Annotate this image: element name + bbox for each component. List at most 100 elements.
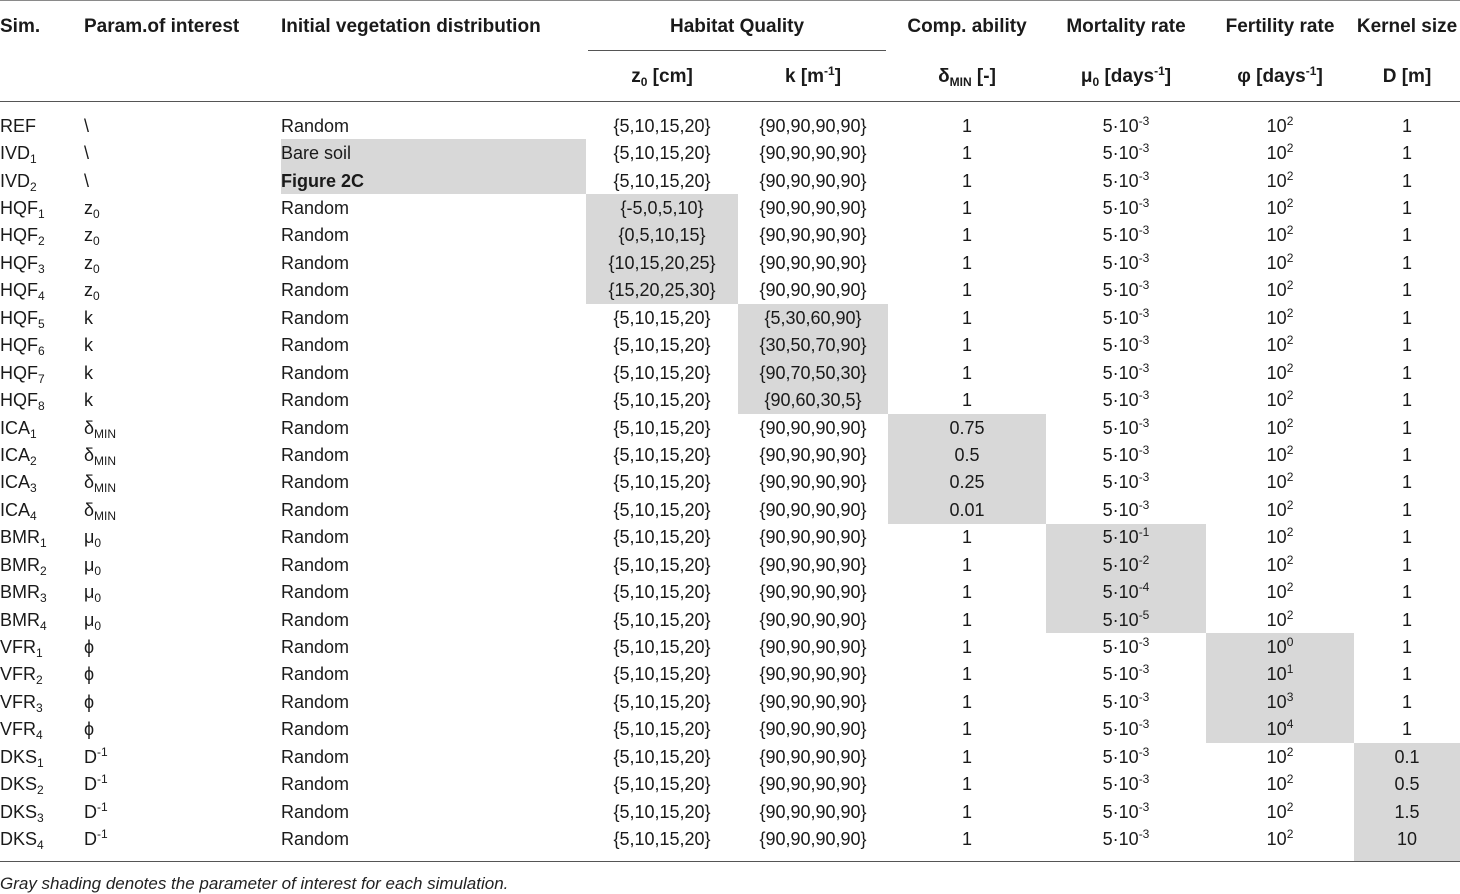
cell-k: {90,90,90,90} [759,719,867,740]
header-param-unit [84,53,281,102]
cell-mu: 5·10-3 [1102,388,1150,411]
cell-sim: BMR2 [0,554,47,578]
cell-z0: {5,10,15,20} [613,362,711,383]
cell-param: z0 [84,198,100,222]
cell-mu: 5·10-3 [1102,168,1150,191]
cell-phi: 102 [1266,250,1294,273]
cell-ivd: Random [281,390,350,411]
table-row: IVD1 \ Bare soil {5,10,15,20} {90,90,90,90} 1… [0,139,1460,167]
cell-D: 1 [1402,362,1413,383]
cell-D: 1 [1402,637,1413,658]
cell-mu: 5·10-3 [1102,799,1150,822]
cell-ivd: Random [281,829,350,850]
cell-ivd: Random [281,115,350,136]
cell-k: {90,90,90,90} [759,280,867,301]
table-row: HQF8 k Random {5,10,15,20} {90,60,30,5} 1 5·10… [0,386,1460,414]
cell-sim: VFR2 [0,664,43,688]
cell-D: 1.5 [1354,797,1460,826]
table-footnote: Gray shading denotes the parameter of in… [0,874,509,893]
cell-k: {90,90,90,90} [759,554,867,575]
cell-k: {90,90,90,90} [759,664,867,685]
cell-ivd: Random [281,198,350,219]
cell-D: 0.1 [1354,743,1460,771]
cell-phi: 102 [1266,333,1294,356]
cell-z0: {5,10,15,20} [613,499,711,520]
cell-param: \ [84,115,90,136]
header-initial-vegetation-distribution: Initial vegetation distribution [281,16,541,37]
cell-phi: 100 [1206,633,1355,661]
cell-param: k [84,362,93,383]
cell-delta: 1 [962,252,973,273]
cell-D: 1 [1402,198,1413,219]
table-row: HQF1 z0 Random {-5,0,5,10} {90,90,90,90} 1 5·1… [0,194,1460,222]
cell-param: μ0 [84,609,102,633]
cell-phi: 102 [1266,799,1294,822]
cell-D: 1 [1402,390,1413,411]
cell-param: ϕ [84,664,95,685]
cell-k: {90,90,90,90} [759,527,867,548]
cell-D: 1 [1402,143,1413,164]
cell-mu: 5·10-5 [1046,605,1207,634]
cell-D: 1 [1402,554,1413,575]
cell-z0: {5,10,15,20} [613,774,711,795]
cell-ivd: Random [281,691,350,712]
cell-D: 1 [1402,115,1413,136]
cell-D: 1 [1402,691,1413,712]
table-row: VFR3 ϕ Random {5,10,15,20} {90,90,90,90} 1 5·1… [0,688,1460,716]
cell-sim: ICA1 [0,417,37,441]
cell-delta: 1 [962,691,973,712]
cell-delta: 1 [962,554,973,575]
cell-k: {90,90,90,90} [759,170,867,191]
cell-param: δMIN [84,444,117,468]
cell-sim: VFR3 [0,691,43,715]
cell-mu: 5·10-3 [1102,113,1150,136]
cell-delta: 1 [962,746,973,767]
cell-mu: 5·10-3 [1102,662,1150,685]
table-row: BMR2 μ0 Random {5,10,15,20} {90,90,90,90} 1 5·… [0,551,1460,579]
cell-z0: {5,10,15,20} [613,143,711,164]
cell-z0: {5,10,15,20} [613,637,711,658]
cell-ivd: Random [281,527,350,548]
cell-sim: ICA4 [0,499,37,523]
cell-param: μ0 [84,582,102,606]
cell-param: δMIN [84,417,117,441]
table-row: HQF5 k Random {5,10,15,20} {5,30,60,90} 1 5·10… [0,304,1460,332]
cell-phi: 102 [1266,388,1294,411]
cell-D: 1 [1402,527,1413,548]
cell-phi: 102 [1266,827,1294,850]
cell-param: δMIN [84,499,117,523]
cell-mu: 5·10-3 [1102,827,1150,850]
cell-ivd: Random [281,637,350,658]
cell-z0: {5,10,15,20} [613,829,711,850]
cell-mu: 5·10-3 [1102,635,1150,658]
cell-sim: ICA3 [0,472,37,496]
cell-delta: 1 [962,143,973,164]
cell-k: {90,90,90,90} [759,252,867,273]
cell-k: {90,90,90,90} [759,774,867,795]
cell-param: μ0 [84,527,102,551]
table-row: VFR2 ϕ Random {5,10,15,20} {90,90,90,90} 1 5·1… [0,660,1460,689]
cell-k: {90,90,90,90} [759,746,867,767]
cell-phi: 102 [1266,223,1294,246]
cell-z0: {5,10,15,20} [613,527,711,548]
cell-delta: 0.01 [888,496,1047,524]
cell-k: {5,30,60,90} [738,304,889,332]
cell-ivd: Random [281,609,350,630]
cell-z0: {5,10,15,20} [613,472,711,493]
table-row: HQF3 z0 Random {10,15,20,25} {90,90,90,90} 1 5… [0,249,1460,277]
cell-z0: {5,10,15,20} [613,719,711,740]
cell-k: {90,90,90,90} [759,115,867,136]
cell-sim: BMR3 [0,582,47,606]
cell-mu: 5·10-4 [1046,578,1207,606]
cell-D: 1 [1402,307,1413,328]
cell-delta: 0.5 [888,441,1047,469]
cell-z0: {0,5,10,15} [586,221,738,250]
cell-delta: 1 [962,390,973,411]
cell-D: 1 [1402,335,1413,356]
cell-ivd: Random [281,417,350,438]
cell-mu: 5·10-3 [1102,442,1150,465]
cell-D: 1 [1402,719,1413,740]
cell-sim: HQF2 [0,225,45,249]
header-sim: Sim. [0,16,41,37]
table-row: BMR4 μ0 Random {5,10,15,20} {90,90,90,90} 1 5·… [0,605,1460,634]
